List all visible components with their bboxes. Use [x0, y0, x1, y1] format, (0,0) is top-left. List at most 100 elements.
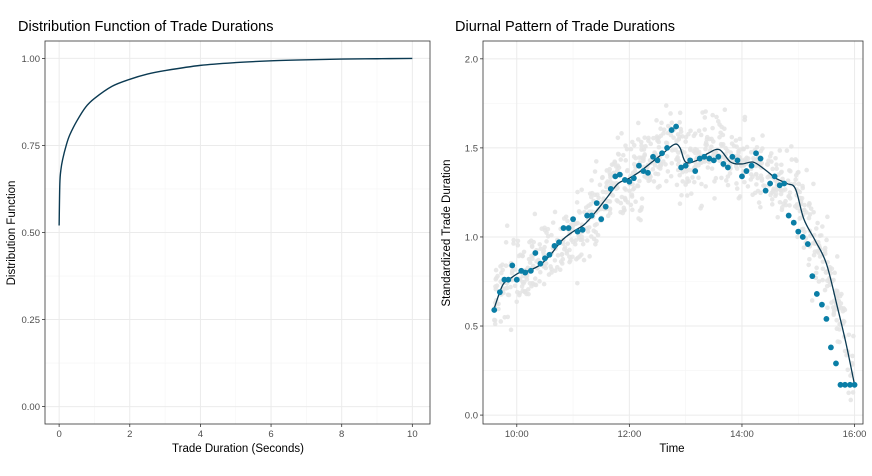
raw-observation-point [640, 155, 646, 161]
raw-observation-point [677, 172, 682, 178]
left-panel-frame [44, 40, 431, 425]
raw-observation-point [508, 327, 514, 333]
raw-observation-point [786, 194, 792, 199]
raw-observation-point [804, 210, 809, 215]
raw-observation-point [635, 137, 641, 142]
raw-observation-point [515, 238, 521, 244]
raw-observation-point [620, 152, 626, 158]
raw-observation-point [691, 179, 697, 185]
left-x-tick-label: 2 [127, 429, 132, 440]
binned-mean-point [692, 168, 699, 174]
raw-observation-point [699, 181, 704, 187]
raw-observation-point [714, 114, 719, 120]
binned-mean-point [560, 225, 567, 231]
raw-observation-point [668, 173, 674, 179]
raw-observation-point [758, 204, 763, 210]
raw-observation-point [642, 174, 647, 179]
raw-observation-point [793, 177, 798, 182]
raw-observation-point [775, 214, 781, 220]
raw-observation-point [787, 190, 793, 195]
raw-observation-point [774, 187, 780, 193]
raw-observation-point [783, 202, 789, 208]
raw-observation-point [511, 237, 516, 243]
binned-mean-point [659, 150, 665, 157]
raw-observation-point [638, 207, 644, 213]
raw-observation-point [638, 139, 644, 145]
raw-observation-point [537, 269, 543, 275]
raw-observation-point [565, 241, 571, 246]
raw-observation-point [738, 163, 744, 169]
raw-observation-point [544, 230, 549, 235]
raw-observation-point [692, 131, 698, 136]
raw-observation-point [832, 270, 838, 276]
raw-observation-point [591, 228, 597, 234]
binned-mean-point [842, 381, 848, 388]
raw-observation-point [579, 187, 584, 193]
raw-observation-point [733, 138, 739, 143]
raw-observation-point [500, 262, 505, 268]
right-y-axis-title: Standardized Trade Duration [441, 159, 453, 306]
raw-observation-point [573, 237, 579, 243]
raw-observation-point [811, 181, 816, 187]
raw-observation-point [664, 154, 670, 159]
raw-observation-point [737, 136, 743, 142]
binned-mean-point [607, 185, 614, 192]
raw-observation-point [817, 254, 823, 259]
raw-observation-point [642, 135, 647, 140]
left-y-tick-label: 0.75 [22, 141, 41, 152]
raw-observation-point [709, 144, 714, 150]
raw-observation-point [604, 168, 610, 173]
raw-observation-point [824, 237, 829, 243]
raw-observation-point [753, 163, 759, 169]
raw-observation-point [646, 135, 651, 141]
raw-observation-point [725, 182, 731, 188]
raw-observation-point [769, 159, 774, 164]
raw-observation-point [625, 167, 630, 173]
raw-observation-point [494, 283, 500, 289]
raw-observation-point [831, 308, 837, 314]
raw-observation-point [529, 243, 535, 249]
raw-observation-point [774, 162, 779, 168]
raw-observation-point [655, 185, 661, 190]
raw-observation-point [637, 178, 642, 184]
raw-observation-point [526, 256, 532, 262]
raw-observation-point [780, 188, 786, 193]
raw-observation-point [834, 326, 840, 332]
raw-observation-point [622, 195, 628, 201]
binned-mean-point [616, 171, 623, 178]
raw-observation-point [493, 267, 499, 273]
raw-observation-point [565, 218, 570, 224]
raw-observation-point [712, 179, 717, 184]
raw-observation-point [599, 175, 605, 181]
raw-observation-point [777, 199, 783, 205]
raw-observation-point [807, 201, 812, 206]
raw-observation-point [659, 120, 664, 126]
raw-observation-point [804, 167, 809, 173]
binned-mean-point [496, 289, 503, 296]
raw-observation-point [755, 175, 760, 181]
raw-observation-point [677, 110, 683, 116]
raw-observation-point [506, 292, 512, 298]
binned-mean-point [532, 250, 539, 256]
raw-observation-point [635, 183, 640, 188]
raw-observation-point [558, 259, 564, 264]
raw-observation-point [703, 142, 708, 147]
raw-observation-point [789, 144, 794, 149]
raw-observation-point [636, 216, 641, 221]
raw-observation-point [770, 166, 775, 172]
raw-observation-point [572, 241, 578, 247]
raw-observation-point [492, 321, 498, 327]
raw-observation-point [685, 176, 690, 181]
raw-observation-point [683, 182, 688, 187]
raw-observation-point [574, 200, 580, 205]
binned-mean-point [785, 212, 792, 219]
raw-observation-point [656, 144, 662, 150]
raw-observation-point [552, 209, 558, 215]
raw-observation-point [696, 128, 702, 134]
raw-observation-point [835, 339, 841, 344]
binned-mean-point [781, 180, 788, 187]
binned-mean-point [729, 153, 736, 160]
raw-observation-point [575, 280, 580, 286]
raw-observation-point [639, 196, 645, 201]
raw-observation-point [585, 229, 591, 234]
